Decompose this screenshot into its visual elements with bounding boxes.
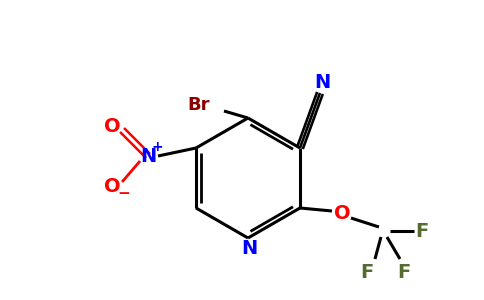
Text: N: N [241, 239, 257, 259]
Text: Br: Br [188, 96, 210, 114]
Text: O: O [333, 203, 350, 223]
Text: −: − [118, 187, 130, 202]
Text: +: + [151, 140, 163, 154]
Text: F: F [360, 263, 374, 283]
Text: N: N [314, 74, 330, 92]
Text: O: O [104, 116, 121, 136]
Text: N: N [140, 146, 156, 166]
Text: O: O [104, 176, 121, 196]
Text: F: F [415, 221, 429, 241]
Text: F: F [397, 263, 410, 283]
